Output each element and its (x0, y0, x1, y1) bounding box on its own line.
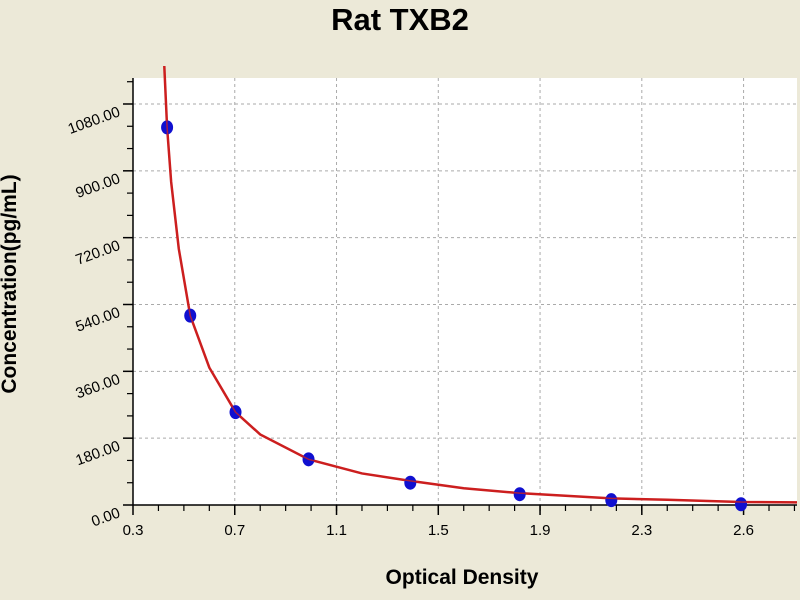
y-tick-label: 540.00 (73, 304, 122, 336)
data-point (513, 487, 526, 502)
x-tick-label: 2.6 (733, 522, 754, 539)
chart-title: Rat TXB2 (331, 2, 469, 37)
y-tick-label: 1080.00 (66, 103, 123, 138)
y-tick-label: 720.00 (73, 237, 122, 269)
y-tick-label: 180.00 (73, 438, 122, 470)
fitted-curve-overlay (163, 65, 798, 504)
data-point (605, 493, 618, 508)
y-tick-label: 360.00 (73, 371, 122, 403)
y-tick-label: 0.00 (89, 504, 122, 530)
x-tick-label: 0.7 (224, 522, 245, 539)
x-axis-label: Optical Density (385, 566, 539, 589)
x-tick-label: 2.3 (631, 522, 652, 539)
x-tick-label: 0.3 (123, 522, 144, 539)
data-point (404, 475, 417, 490)
plot-area (133, 78, 797, 505)
x-tick-label: 1.1 (326, 522, 347, 539)
x-tick-label: 1.5 (428, 522, 449, 539)
data-point (735, 497, 748, 512)
y-tick-label: 900.00 (73, 170, 122, 202)
x-tick-label: 1.9 (530, 522, 551, 539)
